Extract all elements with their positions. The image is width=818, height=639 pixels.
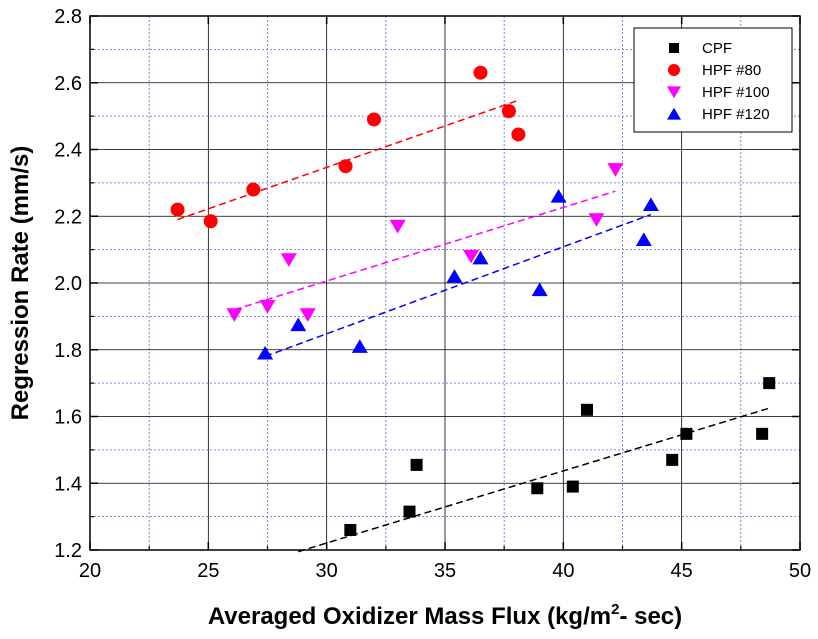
axis-ticks: 20 25 30 35 40 45 50 1.2 1.4 1.6 1.8 2.0 2.2 2.4 2.6 2.… [54, 6, 811, 582]
y-tick-label: 2.8 [54, 6, 82, 28]
data-point-cpf [403, 505, 416, 518]
data-point-hpf-100 [226, 308, 243, 322]
y-tick-label: 1.6 [54, 407, 82, 429]
data-points [170, 65, 776, 536]
legend-marker-hpf-100 [667, 86, 681, 99]
data-point-hpf-120 [257, 345, 274, 360]
x-axis-title: Averaged Oxidizer Mass Flux (kg/m2- sec) [208, 601, 682, 630]
data-point-hpf-80 [246, 182, 261, 197]
fit-lines [177, 100, 770, 553]
x-tick-label: 25 [197, 560, 219, 582]
x-tick-label: 20 [79, 560, 101, 582]
legend-label-hpf-80: HPF #80 [702, 62, 761, 79]
y-tick-label: 1.2 [54, 540, 82, 562]
data-point-cpf [763, 377, 776, 390]
y-tick-label: 2.6 [54, 73, 82, 95]
data-point-cpf [566, 480, 579, 493]
legend-label-hpf-100: HPF #100 [702, 84, 770, 101]
data-point-hpf-120 [635, 232, 652, 247]
y-tick-label: 2.2 [54, 206, 82, 228]
data-point-cpf [581, 403, 593, 416]
data-point-hpf-100 [607, 163, 624, 177]
data-point-hpf-80 [473, 65, 488, 80]
data-point-hpf-100 [280, 253, 297, 267]
data-point-hpf-120 [642, 197, 659, 211]
data-point-hpf-120 [531, 282, 548, 297]
fit-line-cpf [298, 407, 770, 553]
x-tick-label: 35 [434, 560, 456, 582]
legend-label-hpf-120: HPF #120 [702, 106, 770, 123]
data-point-cpf [756, 427, 769, 440]
x-tick-label: 45 [671, 560, 693, 582]
x-tick-label: 40 [552, 560, 574, 582]
data-point-hpf-100 [299, 308, 316, 322]
legend-box [633, 27, 793, 133]
data-point-hpf-120 [446, 269, 463, 283]
x-tick-label: 50 [789, 560, 811, 582]
y-tick-label: 1.4 [54, 473, 82, 495]
data-point-hpf-100 [259, 299, 276, 314]
data-point-hpf-80 [203, 214, 218, 229]
y-axis-title: Regression Rate (mm/s) [7, 146, 34, 421]
legend-marker-hpf-80 [668, 64, 680, 76]
data-point-hpf-120 [472, 250, 489, 265]
data-point-cpf [410, 458, 423, 471]
data-point-hpf-120 [550, 189, 567, 203]
legend-marker-hpf-120 [667, 107, 681, 120]
data-point-hpf-100 [588, 213, 605, 227]
legend-label-cpf: CPF [702, 40, 732, 57]
y-tick-label: 2.4 [54, 140, 82, 162]
data-point-cpf [680, 427, 693, 440]
data-point-hpf-120 [351, 339, 368, 353]
data-point-hpf-80 [338, 159, 353, 174]
data-point-hpf-100 [389, 219, 406, 234]
legend: CPF HPF #80 HPF #100 HPF #120 [633, 27, 793, 133]
legend-marker-cpf [669, 43, 679, 53]
data-point-hpf-80 [511, 127, 526, 142]
data-point-hpf-100 [463, 249, 480, 264]
data-point-hpf-120 [290, 317, 307, 332]
data-point-cpf [531, 482, 544, 495]
fit-line-hpf-120 [264, 213, 652, 358]
x-tick-label: 30 [316, 560, 338, 582]
fit-line-hpf-100 [234, 190, 616, 311]
y-tick-label: 1.8 [54, 340, 82, 362]
data-point-hpf-80 [501, 104, 516, 119]
data-point-hpf-80 [367, 112, 381, 127]
data-point-cpf [344, 523, 357, 536]
data-point-hpf-80 [170, 202, 185, 217]
y-tick-label: 2.0 [54, 273, 82, 295]
data-point-cpf [666, 453, 679, 466]
